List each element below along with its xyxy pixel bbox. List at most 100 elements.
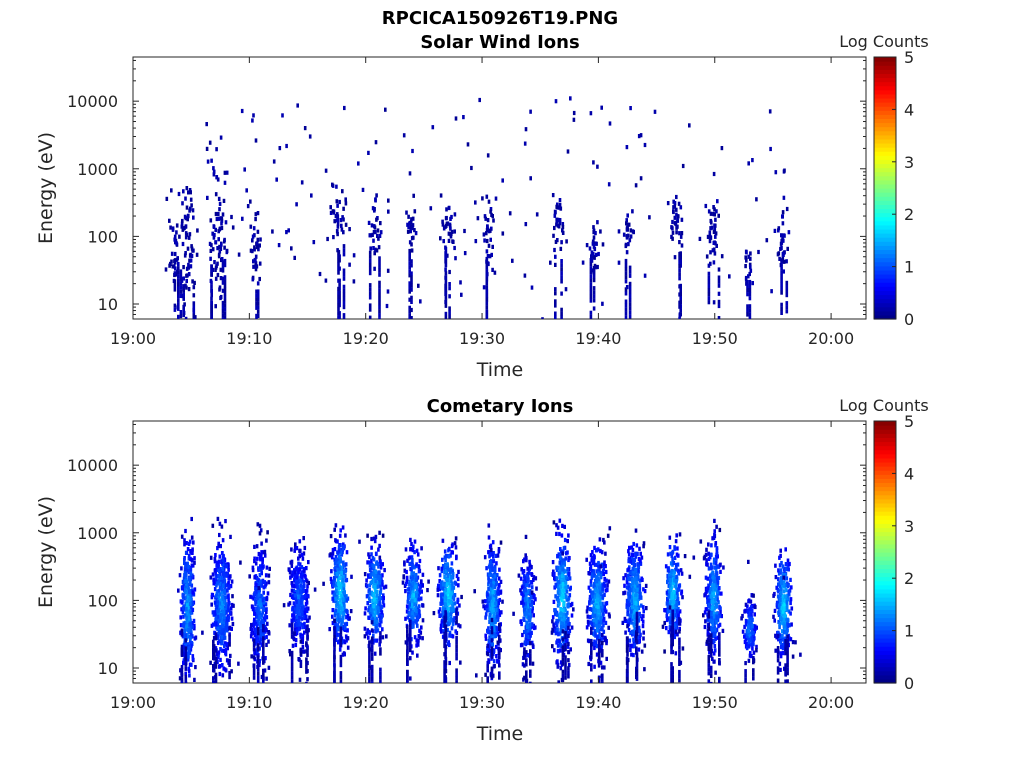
spectrogram-cell — [381, 627, 384, 631]
colorbar-segment — [874, 192, 896, 197]
spectrogram-cell — [377, 562, 380, 566]
spectrogram-cell — [378, 301, 381, 305]
spectrogram-cell — [445, 645, 448, 649]
colorbar-segment — [874, 258, 896, 263]
spectrogram-cell — [278, 243, 281, 247]
spectrogram-cell — [498, 568, 501, 572]
spectrogram-cell — [301, 180, 304, 184]
spectrogram-cell — [766, 238, 769, 242]
colorbar-segment — [874, 131, 896, 136]
spectrogram-cell — [219, 202, 222, 206]
spectrogram-cell — [554, 312, 557, 316]
spectrogram-cell — [565, 575, 568, 579]
spectrogram-cell — [593, 286, 596, 290]
spectrogram-cell — [253, 639, 256, 643]
spectrogram-cell — [567, 650, 570, 654]
spectrogram-cell — [709, 250, 712, 254]
spectrogram-cell — [340, 606, 343, 610]
spectrogram-cell — [310, 193, 313, 197]
spectrogram-cell — [699, 237, 702, 241]
spectrogram-cell — [369, 295, 372, 299]
spectrogram-cell — [264, 554, 267, 558]
spectrogram-cell — [523, 618, 526, 622]
spectrogram-cell — [594, 231, 597, 235]
spectrogram-cell — [371, 653, 374, 657]
spectrogram-cell — [217, 564, 220, 568]
spectrogram-cell — [253, 647, 256, 651]
spectrogram-cell — [406, 654, 409, 658]
panel-title: Cometary Ions — [427, 396, 574, 417]
spectrogram-cell — [410, 316, 413, 319]
spectrogram-cell — [410, 296, 413, 300]
spectrogram-cell — [562, 231, 565, 235]
spectrogram-cell — [531, 585, 534, 589]
colorbar-segment — [874, 311, 896, 316]
spectrogram-cell — [554, 291, 557, 295]
spectrogram-cell — [215, 192, 218, 196]
spectrogram-cell — [217, 237, 220, 241]
spectrogram-cell — [640, 176, 643, 180]
spectrogram-cell — [455, 620, 458, 624]
spectrogram-cell — [560, 271, 563, 275]
spectrogram-cell — [571, 626, 574, 630]
spectrogram-cell — [590, 282, 593, 286]
colorbar-segment — [874, 270, 896, 275]
spectrogram-cell — [379, 680, 382, 683]
spectrogram-cell — [455, 612, 458, 616]
spectrogram-cell — [552, 234, 555, 238]
spectrogram-cell — [564, 647, 567, 651]
spectrogram-cell — [378, 544, 381, 548]
spectrogram-cell — [492, 551, 495, 555]
spectrogram-cell — [255, 298, 258, 302]
spectrogram-cell — [182, 293, 185, 297]
spectrogram-cell — [445, 637, 448, 641]
spectrogram-cell — [185, 224, 188, 228]
spectrogram-cell — [525, 670, 528, 674]
spectrogram-cell — [667, 201, 670, 205]
spectrogram-cell — [409, 538, 412, 542]
spectrogram-cell — [445, 247, 448, 251]
spectrogram-cell — [224, 279, 227, 283]
spectrogram-cell — [190, 258, 193, 262]
colorbar-segment — [874, 114, 896, 119]
colorbar-tick-label: 4 — [904, 100, 914, 119]
spectrogram-cell — [629, 290, 632, 294]
spectrogram-cell — [206, 196, 209, 200]
spectrogram-cell — [369, 283, 372, 287]
spectrogram-cell — [291, 675, 294, 679]
spectrogram-cell — [403, 133, 406, 137]
spectrogram-cell — [495, 561, 498, 565]
spectrogram-cell — [557, 680, 560, 683]
spectrogram-cell — [567, 642, 570, 646]
spectrogram-cell — [406, 678, 409, 682]
spectrogram-cell — [552, 193, 555, 197]
spectrogram-cell — [366, 534, 369, 538]
spectrogram-cell — [486, 302, 489, 306]
spectrogram-cell — [486, 282, 489, 286]
spectrogram-cell — [593, 306, 596, 310]
spectrogram-cell — [569, 586, 572, 590]
spectrogram-cell — [340, 643, 343, 647]
spectrogram-cell — [213, 170, 216, 174]
spectrogram-cell — [570, 603, 573, 607]
spectrogram-cell — [342, 207, 345, 211]
spectrogram-cell — [304, 611, 307, 615]
spectrogram-cell — [182, 606, 185, 610]
spectrogram-cell — [251, 118, 254, 122]
spectrogram-cell — [253, 668, 256, 672]
spectrogram-cell — [250, 632, 253, 636]
spectrogram-cell — [300, 640, 303, 644]
spectrogram-cell — [406, 642, 409, 646]
spectrogram-cell — [343, 317, 346, 319]
spectrogram-cell — [563, 546, 566, 550]
spectrogram-cell — [337, 613, 340, 617]
spectrogram-cell — [228, 675, 231, 679]
spectrogram-cell — [373, 597, 376, 601]
spectrogram-cell — [445, 263, 448, 267]
spectrogram-cell — [714, 235, 717, 239]
colorbar-segment — [874, 94, 896, 99]
spectrogram-cell — [494, 574, 497, 578]
spectrogram-cell — [518, 574, 521, 578]
spectrogram-cell — [339, 648, 342, 652]
spectrogram-cell — [301, 553, 304, 557]
